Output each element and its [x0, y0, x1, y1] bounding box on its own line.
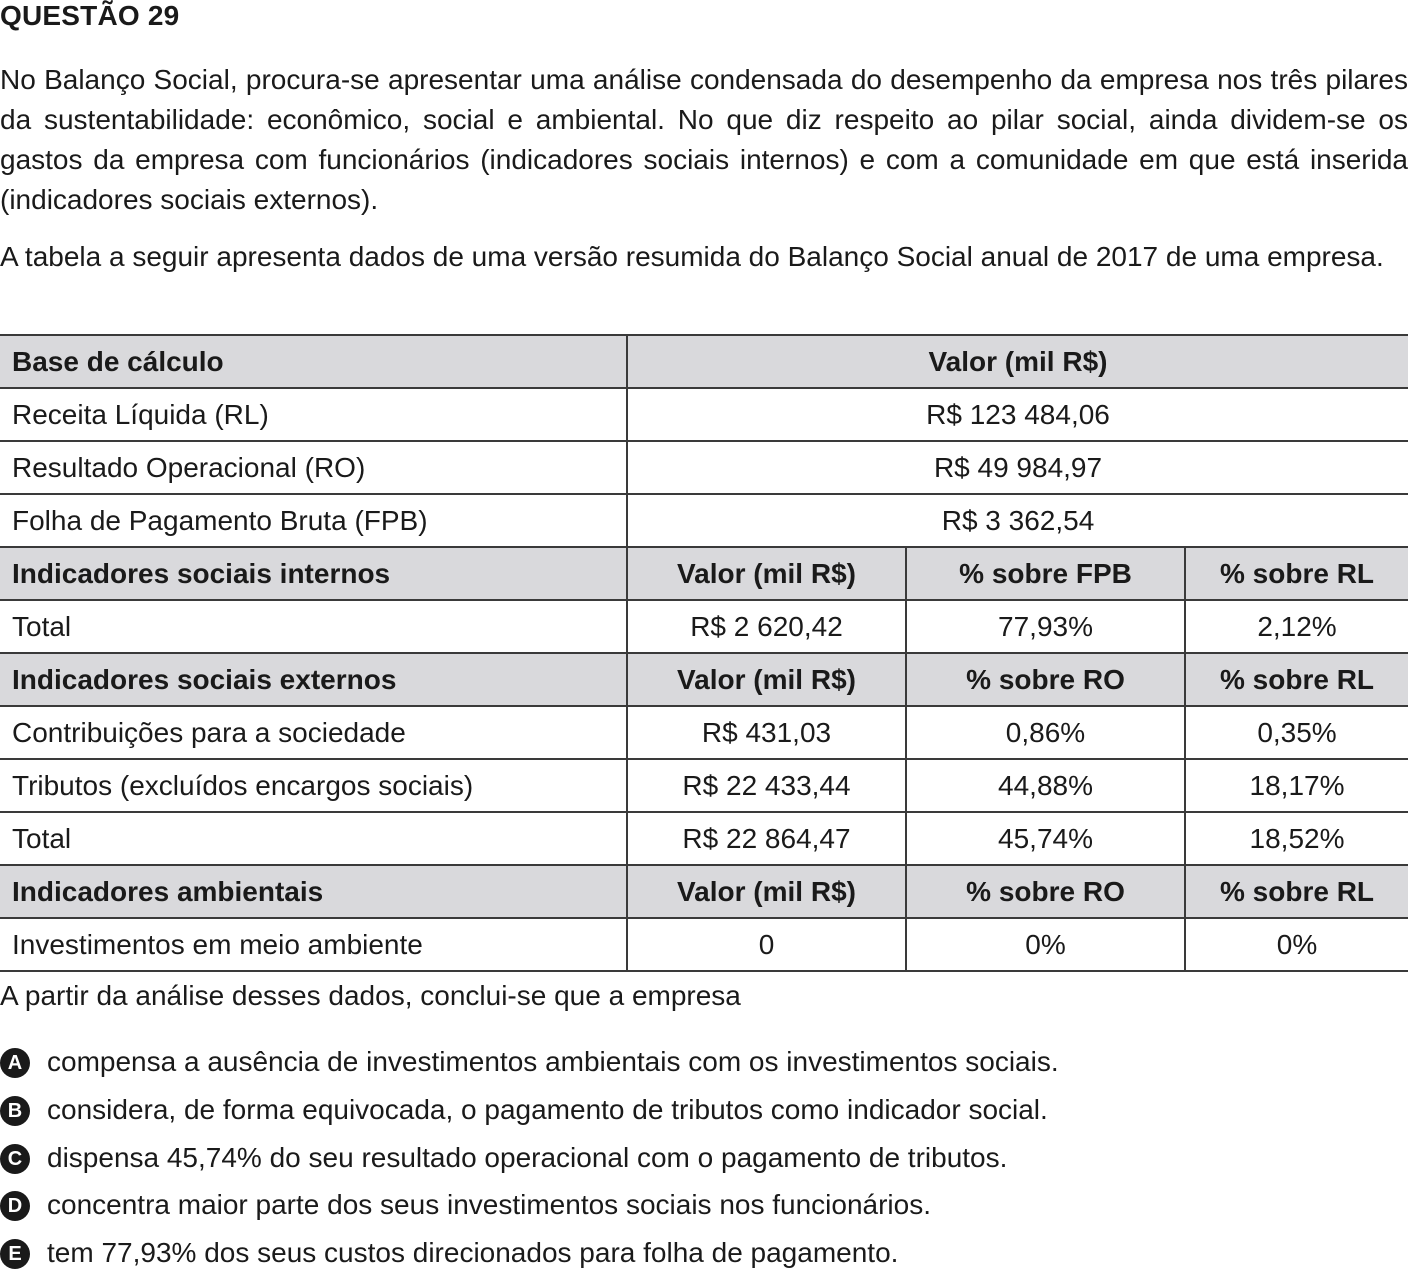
table-row: Tributos (excluídos encargos sociais) R$… — [0, 758, 1409, 813]
table-cell: Base de cálculo — [0, 334, 628, 389]
table-row: Contribuições para a sociedade R$ 431,03… — [0, 705, 1409, 760]
table-cell: Folha de Pagamento Bruta (FPB) — [0, 493, 628, 548]
option-letter-badge: C — [0, 1144, 30, 1174]
option-letter-badge: A — [0, 1048, 30, 1078]
option-text: compensa a ausência de investimentos amb… — [47, 1046, 1059, 1077]
intro-paragraph: No Balanço Social, procura-se apresentar… — [0, 64, 1408, 215]
table-cell: 0% — [905, 917, 1186, 972]
table-header-row: Indicadores sociais internos Valor (mil … — [0, 546, 1409, 601]
table-row: Folha de Pagamento Bruta (FPB) R$ 3 362,… — [0, 493, 1409, 548]
question-prompt: A partir da análise desses dados, conclu… — [0, 980, 741, 1011]
table-cell: 45,74% — [905, 811, 1186, 866]
table-cell: Total — [0, 811, 628, 866]
table-cell: Valor (mil R$) — [625, 334, 1409, 389]
question-title: QUESTÃO 29 — [0, 0, 180, 31]
table-cell: Valor (mil R$) — [626, 864, 907, 919]
table-cell: R$ 22 433,44 — [626, 758, 907, 813]
table-cell: R$ 22 864,47 — [626, 811, 907, 866]
table-cell: % sobre RL — [1183, 546, 1409, 601]
option-letter-badge: D — [0, 1191, 30, 1221]
table-cell: Receita Líquida (RL) — [0, 387, 628, 442]
option-letter-badge: E — [0, 1239, 30, 1269]
table-cell: Valor (mil R$) — [626, 546, 907, 601]
table-header-row: Base de cálculo Valor (mil R$) — [0, 334, 1409, 389]
option-text: tem 77,93% dos seus custos direcionados … — [47, 1237, 899, 1268]
table-cell: Indicadores sociais internos — [0, 546, 628, 601]
balanco-social-table: Base de cálculo Valor (mil R$) Receita L… — [0, 334, 1409, 972]
option-letter-badge: B — [0, 1096, 30, 1126]
table-cell: 44,88% — [905, 758, 1186, 813]
table-cell: R$ 123 484,06 — [625, 387, 1409, 442]
table-row: Resultado Operacional (RO) R$ 49 984,97 — [0, 440, 1409, 495]
table-cell: % sobre RO — [905, 864, 1186, 919]
table-row: Total R$ 22 864,47 45,74% 18,52% — [0, 811, 1409, 866]
table-cell: 18,17% — [1183, 758, 1409, 813]
table-cell: R$ 49 984,97 — [625, 440, 1409, 495]
table-cell: Tributos (excluídos encargos sociais) — [0, 758, 628, 813]
table-cell: Resultado Operacional (RO) — [0, 440, 628, 495]
option-text: concentra maior parte dos seus investime… — [47, 1189, 931, 1220]
table-cell: R$ 431,03 — [626, 705, 907, 760]
option-text: dispensa 45,74% do seu resultado operaci… — [47, 1142, 1008, 1173]
option-text: considera, de forma equivocada, o pagame… — [47, 1094, 1048, 1125]
table-cell: 0 — [626, 917, 907, 972]
table-cell: Investimentos em meio ambiente — [0, 917, 628, 972]
table-cell: Valor (mil R$) — [626, 652, 907, 707]
table-cell: % sobre RL — [1183, 864, 1409, 919]
table-cell: Total — [0, 599, 628, 654]
table-cell: 18,52% — [1183, 811, 1409, 866]
table-cell: % sobre FPB — [905, 546, 1186, 601]
table-cell: 2,12% — [1183, 599, 1409, 654]
table-intro-paragraph: A tabela a seguir apresenta dados de uma… — [0, 241, 1384, 272]
table-cell: % sobre RL — [1183, 652, 1409, 707]
table-cell: % sobre RO — [905, 652, 1186, 707]
table-row: Total R$ 2 620,42 77,93% 2,12% — [0, 599, 1409, 654]
table-cell: 77,93% — [905, 599, 1186, 654]
table-row: Investimentos em meio ambiente 0 0% 0% — [0, 917, 1409, 972]
table-cell: R$ 2 620,42 — [626, 599, 907, 654]
table-cell: 0,35% — [1183, 705, 1409, 760]
table-cell: 0,86% — [905, 705, 1186, 760]
table-cell: R$ 3 362,54 — [625, 493, 1409, 548]
table-header-row: Indicadores sociais externos Valor (mil … — [0, 652, 1409, 707]
table-row: Receita Líquida (RL) R$ 123 484,06 — [0, 387, 1409, 442]
table-header-row: Indicadores ambientais Valor (mil R$) % … — [0, 864, 1409, 919]
table-cell: Contribuições para a sociedade — [0, 705, 628, 760]
table-cell: Indicadores ambientais — [0, 864, 628, 919]
table-cell: 0% — [1183, 917, 1409, 972]
table-cell: Indicadores sociais externos — [0, 652, 628, 707]
